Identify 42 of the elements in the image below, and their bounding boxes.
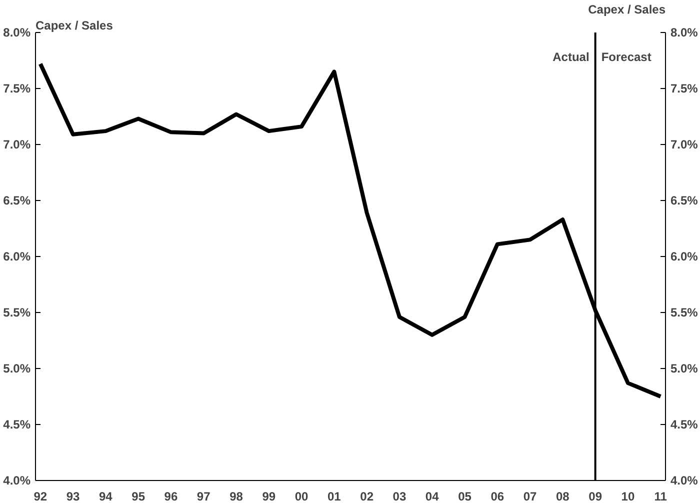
- y-axis-title: Capex / Sales: [36, 18, 114, 32]
- x-tick-label: 04: [425, 490, 440, 503]
- annotation: Actual: [552, 50, 590, 64]
- x-tick-label: 01: [328, 490, 342, 503]
- y-tick-label: 6.0%: [3, 250, 31, 264]
- y2-tick-label: 8.0%: [670, 26, 698, 40]
- x-tick-label: 92: [34, 490, 48, 503]
- y2-tick-label: 5.5%: [670, 306, 698, 320]
- x-tick-label: 00: [294, 490, 309, 503]
- x-tick-label: 98: [230, 490, 244, 503]
- y-tick-label: 4.0%: [3, 474, 31, 488]
- x-tick-label: 11: [654, 490, 668, 503]
- y2-axis-title: Capex / Sales: [588, 2, 666, 16]
- x-tick-label: 02: [360, 490, 374, 503]
- y2-tick-label: 5.0%: [670, 362, 698, 376]
- y-tick-label: 4.5%: [3, 418, 31, 432]
- x-tick-label: 05: [458, 490, 472, 503]
- x-tick-label: 97: [196, 490, 211, 503]
- x-tick-label: 10: [621, 490, 635, 503]
- y-tick-label: 5.0%: [3, 362, 31, 376]
- y-tick-label: 6.5%: [3, 194, 31, 208]
- y-tick-label: 7.0%: [3, 138, 31, 152]
- y2-tick-label: 7.0%: [670, 138, 698, 152]
- x-tick-label: 94: [99, 490, 113, 503]
- y-tick-label: 5.5%: [3, 306, 31, 320]
- x-tick-label: 95: [132, 490, 146, 503]
- x-tick-label: 96: [164, 490, 178, 503]
- x-tick-label: 03: [392, 490, 406, 503]
- x-tick-label: 08: [556, 490, 570, 503]
- y2-tick-label: 7.5%: [670, 82, 698, 96]
- x-tick-label: 06: [490, 490, 504, 503]
- y2-tick-label: 6.0%: [670, 250, 698, 264]
- y2-tick-label: 6.5%: [670, 194, 698, 208]
- y-tick-label: 8.0%: [3, 26, 31, 40]
- y2-tick-label: 4.5%: [670, 418, 698, 432]
- x-tick-label: 93: [66, 490, 80, 503]
- x-tick-label: 99: [262, 490, 276, 503]
- x-tick-label: 07: [523, 490, 538, 503]
- y-tick-label: 7.5%: [3, 82, 31, 96]
- x-tick-label: 09: [588, 490, 602, 503]
- annotation: Forecast: [601, 50, 652, 64]
- y2-tick-label: 4.0%: [670, 474, 698, 488]
